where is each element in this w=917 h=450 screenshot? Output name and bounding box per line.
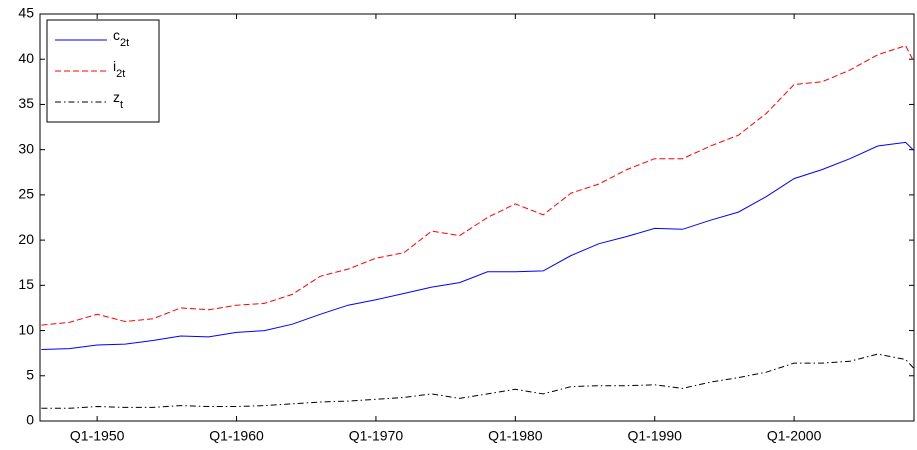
x-tick-label: Q1-1960 (209, 428, 264, 444)
y-tick-label: 15 (18, 276, 34, 292)
y-tick-label: 45 (18, 5, 34, 21)
series-line (41, 141, 915, 350)
y-tick-label: 10 (18, 321, 34, 337)
y-tick-label: 35 (18, 95, 34, 111)
x-tick-label: Q1-1950 (70, 428, 125, 444)
series-line (41, 353, 915, 409)
legend-label: zt (113, 89, 123, 111)
y-tick-label: 40 (18, 50, 34, 66)
y-tick-label: 25 (18, 186, 34, 202)
x-tick-label: Q1-1970 (349, 428, 404, 444)
x-tick-label: Q1-1990 (627, 428, 682, 444)
legend-label: i2t (113, 58, 125, 80)
legend-label: c2t (113, 27, 129, 49)
y-tick-label: 5 (26, 366, 34, 382)
x-tick-label: Q1-2000 (767, 428, 822, 444)
y-tick-label: 30 (18, 140, 34, 156)
plot-frame (39, 13, 915, 422)
series-line (41, 45, 915, 326)
y-tick-label: 20 (18, 231, 34, 247)
y-tick-label: 0 (26, 412, 34, 428)
x-tick-label: Q1-1980 (488, 428, 543, 444)
